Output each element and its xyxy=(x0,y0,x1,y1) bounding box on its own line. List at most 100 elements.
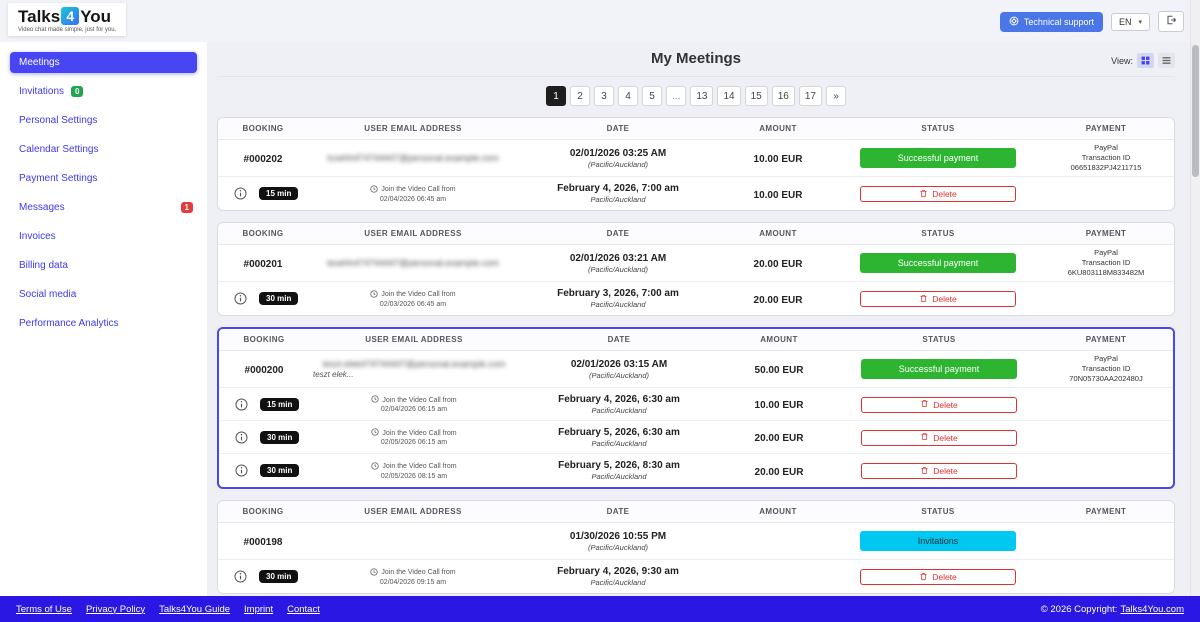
delete-button[interactable]: Delete xyxy=(861,396,1017,413)
info-icon[interactable] xyxy=(234,570,247,583)
payment-cell: PayPal Transaction ID 6KU803118M833482M xyxy=(1038,248,1174,278)
meeting-card: BOOKING USER EMAIL ADDRESS DATE AMOUNT STATU… xyxy=(217,117,1175,211)
info-icon[interactable] xyxy=(235,397,248,411)
footer-link-terms-of-use[interactable]: Terms of Use xyxy=(16,603,72,615)
clock-icon xyxy=(370,567,379,578)
booking-cell: #000202 xyxy=(218,149,308,167)
sidebar-item-social-media[interactable]: Social media xyxy=(10,284,197,305)
page-button-14[interactable]: 14 xyxy=(717,86,741,106)
sidebar-item-label: Calendar Settings xyxy=(19,144,99,155)
delete-button[interactable]: Delete xyxy=(860,291,1016,307)
logo[interactable]: Talks 4 You Video chat made simple, just… xyxy=(8,3,127,36)
booking-id: #000198 xyxy=(243,537,283,548)
status-button[interactable]: Invitations xyxy=(860,531,1016,551)
session-date-cell: February 4, 2026, 6:30 am Pacific/Aucklan… xyxy=(519,394,719,415)
logo-you: You xyxy=(80,6,112,26)
footer-link-imprint[interactable]: Imprint xyxy=(244,603,274,615)
view-list-button[interactable] xyxy=(1158,53,1175,68)
info-icon[interactable] xyxy=(234,292,247,305)
delete-button[interactable]: Delete xyxy=(861,429,1017,446)
column-header-booking: BOOKING xyxy=(242,507,284,516)
table-header: BOOKING USER EMAIL ADDRESS DATE AMOUNT STATU… xyxy=(218,118,1174,140)
column-header-amount: AMOUNT xyxy=(760,335,798,344)
join-date: 02/05/2026 08:15 am xyxy=(380,472,448,480)
payment-id: 70N05730AA202480J xyxy=(1069,374,1143,384)
column-header-status: STATUS xyxy=(921,124,955,133)
sidebar-item-payment-settings[interactable]: Payment Settings xyxy=(10,168,197,189)
page-button-5[interactable]: 5 xyxy=(642,86,663,106)
status-button[interactable]: Successful payment xyxy=(860,253,1016,273)
booking-date: 02/01/2026 03:25 AM xyxy=(569,147,667,159)
sidebar-item-invitations[interactable]: Invitations 0 xyxy=(10,81,197,102)
sidebar-item-label: Performance Analytics xyxy=(19,318,119,329)
page-button-17[interactable]: 17 xyxy=(798,86,822,106)
session-date: February 4, 2026, 6:30 am xyxy=(558,393,680,405)
info-icon[interactable] xyxy=(235,430,248,444)
column-header-amount: AMOUNT xyxy=(759,124,797,133)
page-button-sep-11[interactable]: » xyxy=(825,86,846,106)
email-cell: teszt.elek474744447@personal.example.com… xyxy=(309,359,519,379)
booking-row[interactable]: #000200 teszt.elek474744447@personal.exam… xyxy=(219,351,1173,388)
sidebar-item-billing-data[interactable]: Billing data xyxy=(10,255,197,276)
info-icon[interactable] xyxy=(235,464,248,477)
status-button[interactable]: Successful payment xyxy=(861,359,1017,379)
booking-cell: #000200 xyxy=(219,360,309,378)
language-select[interactable]: EN ▾ xyxy=(1110,12,1150,31)
sidebar-item-messages[interactable]: Messages 1 xyxy=(10,197,197,218)
main-header: My Meetings View: xyxy=(217,50,1175,76)
join-info: Join the Video Call from 02/04/2026 06:15… xyxy=(309,395,519,413)
footer-link-privacy-policy[interactable]: Privacy Policy xyxy=(85,603,146,615)
session-amount: 20.00 EUR xyxy=(753,294,803,306)
footer-link-talks4you-guide[interactable]: Talks4You Guide xyxy=(159,603,231,615)
sidebar-item-calendar-settings[interactable]: Calendar Settings xyxy=(10,139,197,160)
booking-row[interactable]: #000198 01/30/2026 10:55 PM (Pacific/Auckl… xyxy=(218,523,1174,560)
booking-cell: #000198 xyxy=(218,532,308,550)
main-content: My Meetings View: 1 2 3 4 5... 13 14 15 16 17» BO… xyxy=(207,42,1200,596)
table-header: BOOKING USER EMAIL ADDRESS DATE AMOUNT STATU… xyxy=(218,501,1174,523)
booking-id: #000200 xyxy=(244,365,284,376)
delete-button[interactable]: Delete xyxy=(860,186,1016,202)
amount-cell: 50.00 EUR xyxy=(719,360,839,378)
booking-row[interactable]: #000201 tesehh474744447@personal.example.… xyxy=(218,245,1174,282)
delete-button[interactable]: Delete xyxy=(860,569,1016,585)
page-button-3[interactable]: 3 xyxy=(594,86,615,106)
sidebar-item-invoices[interactable]: Invoices xyxy=(10,226,197,247)
status-button[interactable]: Successful payment xyxy=(860,148,1016,168)
technical-support-button[interactable]: Technical support xyxy=(999,11,1103,32)
scrollbar-thumb[interactable] xyxy=(1192,45,1199,177)
booking-date: 02/01/2026 03:15 AM xyxy=(570,358,668,370)
logout-button[interactable] xyxy=(1158,11,1184,32)
sidebar-badge: 1 xyxy=(180,202,193,213)
info-icon[interactable] xyxy=(234,187,247,200)
booking-row[interactable]: #000202 tcsehh474744447@personal.example.… xyxy=(218,140,1174,177)
view-grid-button[interactable] xyxy=(1137,53,1154,68)
page-button-1[interactable]: 1 xyxy=(546,86,567,106)
join-line: Join the Video Call from xyxy=(308,567,518,578)
date-cell: 02/01/2026 03:15 AM (Pacific/Auckland) xyxy=(519,359,719,380)
page-button-4[interactable]: 4 xyxy=(618,86,639,106)
page-button-15[interactable]: 15 xyxy=(744,86,768,106)
session-amount: 10.00 EUR xyxy=(754,400,804,411)
booking-amount: 50.00 EUR xyxy=(754,365,804,376)
sidebar-item-personal-settings[interactable]: Personal Settings xyxy=(10,110,197,131)
sidebar-item-meetings[interactable]: Meetings xyxy=(10,52,197,73)
user-email: tesehh474744447@personal.example.com xyxy=(327,258,499,268)
logo-4-icon: 4 xyxy=(61,7,80,25)
scrollbar[interactable] xyxy=(1190,0,1200,596)
page-button-2[interactable]: 2 xyxy=(570,86,591,106)
session-date: February 4, 2026, 9:30 am xyxy=(557,566,679,577)
page-button-13[interactable]: 13 xyxy=(690,86,714,106)
session-info-cell: 30 min xyxy=(219,464,309,477)
session-amount: 20.00 EUR xyxy=(754,466,804,478)
copyright-link[interactable]: Talks4You.com xyxy=(1120,603,1184,615)
session-action-cell: Delete xyxy=(838,568,1038,586)
footer-links: Terms of Use Privacy Policy Talks4You Guid… xyxy=(16,604,320,615)
delete-button[interactable]: Delete xyxy=(861,463,1017,479)
delete-label: Delete xyxy=(932,294,957,304)
page-button-16[interactable]: 16 xyxy=(771,86,795,106)
sidebar-item-performance-analytics[interactable]: Performance Analytics xyxy=(10,313,197,334)
join-text: Join the Video Call from xyxy=(381,569,456,576)
join-line: Join the Video Call from xyxy=(309,461,519,472)
session-action-cell: Delete xyxy=(839,428,1039,446)
footer-link-contact[interactable]: Contact xyxy=(287,603,320,615)
